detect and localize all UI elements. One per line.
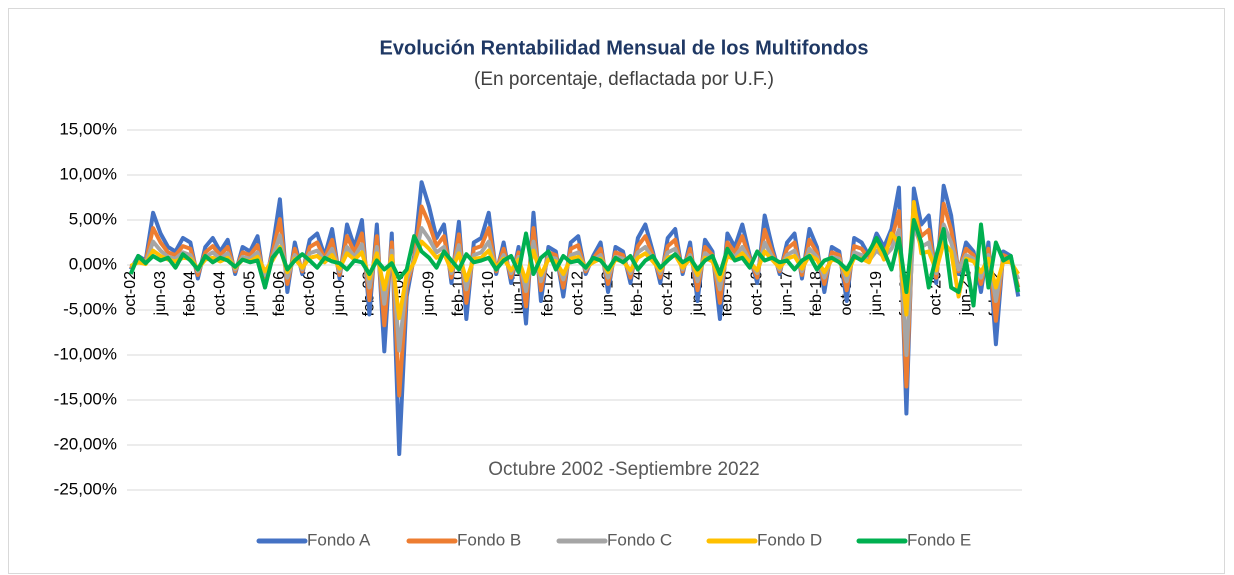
- x-axis-title: Octubre 2002 -Septiembre 2022: [488, 459, 759, 480]
- x-tick-label: oct-02: [122, 271, 139, 316]
- y-tick-label: -10,00%: [54, 344, 117, 363]
- y-tick-label: 0,00%: [69, 254, 117, 273]
- x-tick-label: oct-04: [211, 271, 228, 316]
- x-tick-label: oct-12: [569, 271, 586, 316]
- y-tick-label: -5,00%: [63, 299, 117, 318]
- x-tick-label: jun-19: [868, 271, 885, 317]
- y-tick-label: 5,00%: [69, 209, 117, 228]
- x-tick-label: feb-14: [629, 271, 646, 316]
- x-tick-label: jun-17: [778, 271, 795, 317]
- x-tick-label: oct-10: [480, 271, 497, 316]
- x-tick-label: feb-04: [182, 271, 199, 316]
- x-tick-label: oct-14: [659, 271, 676, 316]
- legend-label: Fondo A: [307, 530, 371, 549]
- x-tick-label: oct-06: [301, 271, 318, 316]
- y-tick-label: 15,00%: [59, 119, 117, 138]
- x-tick-label: jun-05: [241, 271, 258, 317]
- chart-frame: [8, 8, 1225, 574]
- y-tick-label: -25,00%: [54, 479, 117, 498]
- chart-title: Evolución Rentabilidad Mensual de los Mu…: [380, 37, 869, 59]
- series-line: [128, 218, 1021, 308]
- y-tick-label: 10,00%: [59, 164, 117, 183]
- legend-label: Fondo D: [757, 530, 822, 549]
- legend-label: Fondo E: [907, 530, 971, 549]
- x-tick-label: jun-09: [420, 271, 437, 317]
- x-tick-label: jun-03: [152, 271, 169, 317]
- legend-label: Fondo C: [607, 530, 672, 549]
- y-tick-label: -15,00%: [54, 389, 117, 408]
- x-tick-label: feb-06: [271, 271, 288, 316]
- x-tick-label: oct-16: [748, 271, 765, 316]
- legend-label: Fondo B: [457, 530, 521, 549]
- x-tick-label: jun-07: [331, 271, 348, 317]
- chart-subtitle: (En porcentaje, deflactada por U.F.): [474, 69, 774, 90]
- y-tick-label: -20,00%: [54, 434, 117, 453]
